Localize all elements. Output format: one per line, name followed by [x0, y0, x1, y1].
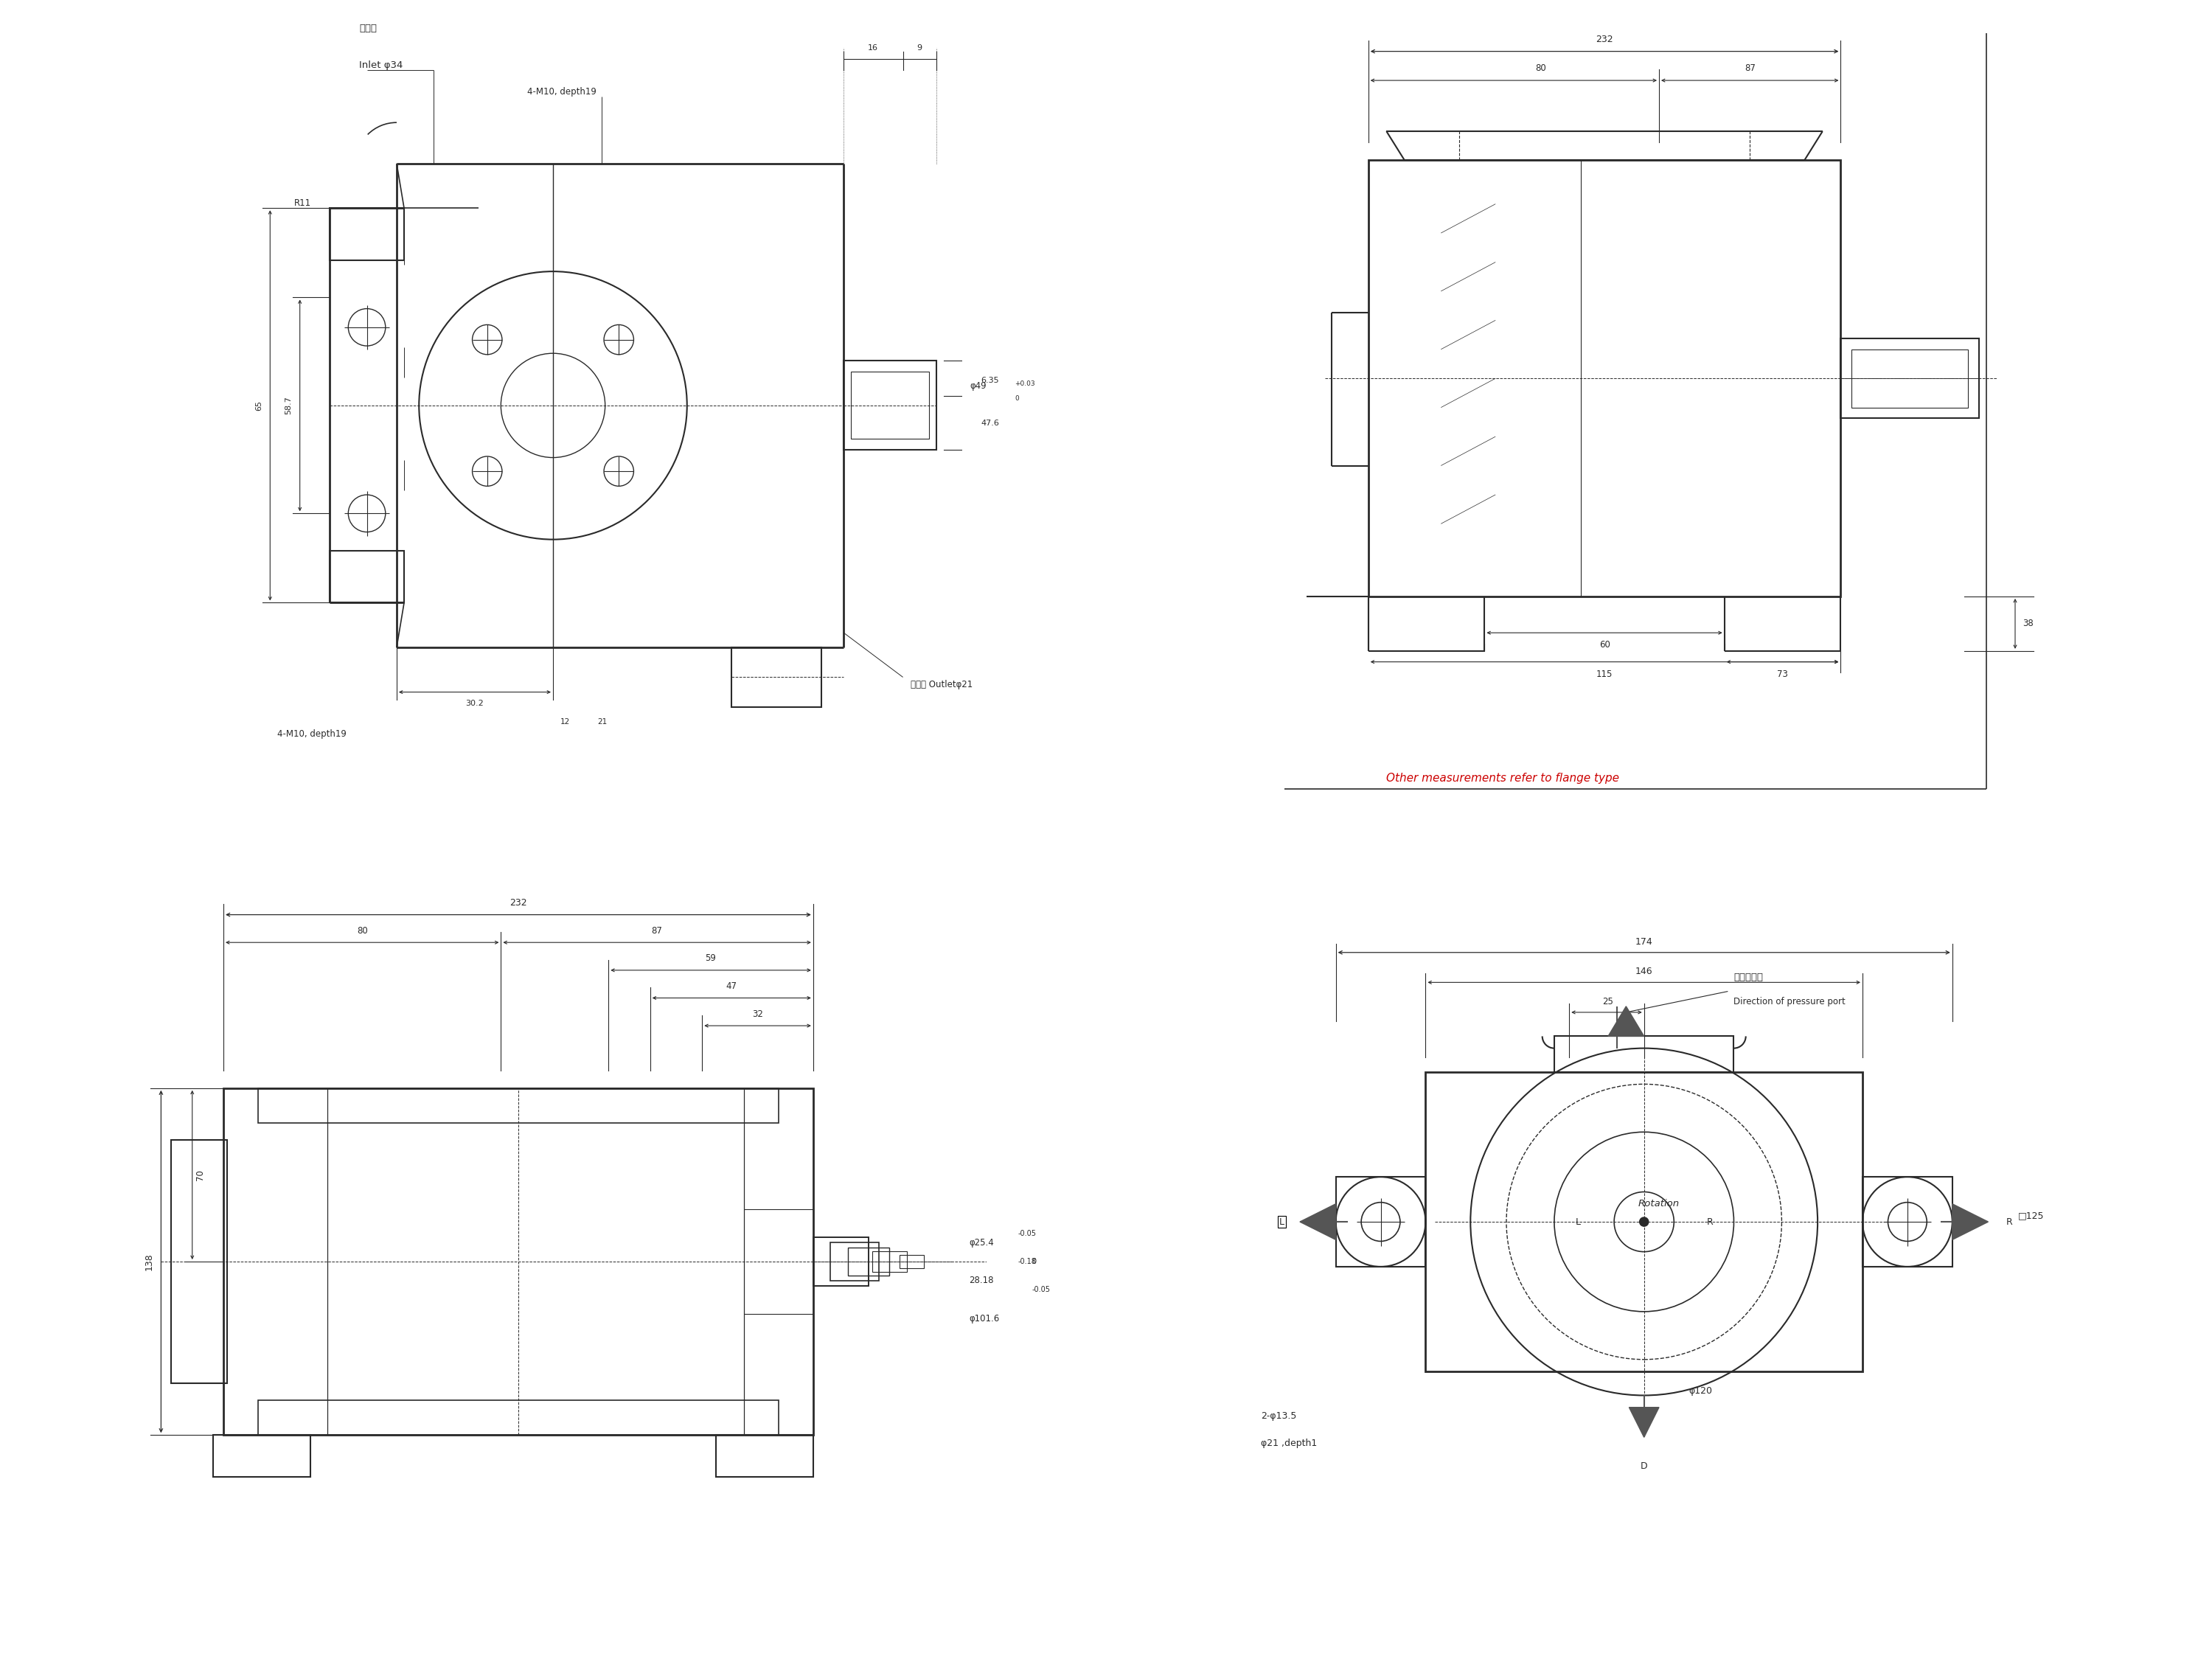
Polygon shape: [1301, 1204, 1336, 1239]
Text: φ21 ,depth1: φ21 ,depth1: [1261, 1438, 1316, 1448]
Bar: [1336, 1176, 1425, 1267]
Text: 0: 0: [1015, 395, 1020, 401]
Text: 25: 25: [1604, 997, 1613, 1007]
Text: L: L: [1575, 1218, 1582, 1226]
Text: -0.05: -0.05: [1031, 1286, 1051, 1294]
Text: φ101.6: φ101.6: [969, 1314, 1000, 1324]
Text: R: R: [2006, 1218, 2013, 1226]
Text: 47: 47: [726, 982, 737, 990]
Bar: [259, 1088, 779, 1123]
Text: 47.6: 47.6: [982, 420, 1000, 426]
Text: +0.03: +0.03: [1015, 380, 1035, 387]
Text: 70: 70: [195, 1170, 206, 1180]
Bar: [717, 1435, 814, 1477]
Text: L: L: [1279, 1218, 1285, 1226]
Polygon shape: [1628, 1407, 1659, 1437]
Text: 65: 65: [254, 400, 263, 411]
Text: 9: 9: [918, 45, 922, 51]
Bar: [1369, 161, 1840, 597]
Text: 32: 32: [752, 1009, 763, 1019]
Text: 138: 138: [144, 1253, 155, 1271]
Text: 12: 12: [560, 718, 571, 725]
Bar: [170, 1140, 228, 1384]
Bar: [900, 1254, 925, 1269]
Text: 80: 80: [356, 926, 367, 936]
Text: φ49: φ49: [969, 382, 987, 390]
Bar: [872, 1251, 907, 1272]
Text: □125: □125: [2017, 1211, 2044, 1221]
Text: -0.18: -0.18: [1018, 1258, 1035, 1266]
Bar: [1840, 338, 1980, 418]
Text: Direction of pressure port: Direction of pressure port: [1734, 997, 1845, 1007]
Text: 入油口: 入油口: [358, 23, 376, 33]
Text: φ120: φ120: [1690, 1387, 1712, 1395]
Bar: [330, 207, 405, 260]
Text: 146: 146: [1635, 967, 1652, 977]
Bar: [830, 1243, 878, 1281]
Bar: [1851, 350, 1969, 408]
Polygon shape: [1608, 1007, 1644, 1037]
Bar: [852, 372, 929, 440]
Text: 0: 0: [1031, 1258, 1035, 1266]
Bar: [212, 1435, 310, 1477]
Bar: [814, 1238, 869, 1286]
Text: 80: 80: [1535, 63, 1546, 73]
Text: 232: 232: [1595, 35, 1613, 45]
Bar: [1555, 1037, 1734, 1072]
Text: Inlet φ34: Inlet φ34: [358, 61, 403, 70]
Text: 2-φ13.5: 2-φ13.5: [1261, 1412, 1296, 1422]
Text: φ25.4: φ25.4: [969, 1238, 993, 1248]
Text: 38: 38: [2022, 619, 2033, 629]
Text: D: D: [1641, 1462, 1648, 1472]
Circle shape: [1639, 1218, 1648, 1226]
Text: 28.18: 28.18: [969, 1276, 993, 1286]
Text: 59: 59: [706, 954, 717, 964]
Bar: [732, 647, 821, 707]
Text: 87: 87: [653, 926, 664, 936]
Bar: [847, 1248, 889, 1276]
Text: 出油口方向: 出油口方向: [1734, 972, 1763, 982]
Text: 87: 87: [1745, 63, 1756, 73]
Text: Rotation: Rotation: [1639, 1199, 1679, 1209]
Bar: [843, 360, 936, 450]
Bar: [1863, 1176, 1953, 1267]
Text: -0.05: -0.05: [1018, 1229, 1035, 1238]
Text: R: R: [1708, 1218, 1712, 1226]
Text: Other measurements refer to flange type: Other measurements refer to flange type: [1387, 773, 1619, 783]
Text: 73: 73: [1776, 669, 1787, 679]
Text: 174: 174: [1635, 937, 1652, 947]
Text: 4-M10, depth19: 4-M10, depth19: [526, 86, 597, 96]
Text: 16: 16: [867, 45, 878, 51]
Text: 21: 21: [597, 718, 608, 725]
Text: 58.7: 58.7: [285, 397, 292, 415]
Text: 60: 60: [1599, 640, 1610, 650]
Text: 232: 232: [509, 898, 526, 907]
Bar: [330, 551, 405, 602]
Polygon shape: [1953, 1204, 1989, 1239]
Text: 30.2: 30.2: [467, 700, 484, 707]
Text: R11: R11: [294, 199, 312, 207]
Text: 出油口 Outletφ21: 出油口 Outletφ21: [911, 680, 973, 690]
Text: 4-M10, depth19: 4-M10, depth19: [276, 730, 347, 738]
Text: 6.35: 6.35: [982, 377, 1000, 383]
Bar: [223, 1088, 814, 1435]
Bar: [1425, 1072, 1863, 1372]
Text: 115: 115: [1597, 669, 1613, 679]
Bar: [259, 1400, 779, 1435]
